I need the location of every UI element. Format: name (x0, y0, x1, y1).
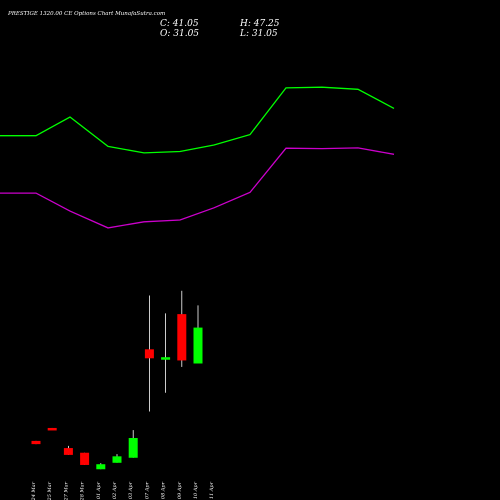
candle-body (47, 427, 57, 431)
candle-07-apr (144, 295, 154, 412)
x-tick-label: 02 Apr (112, 481, 118, 499)
chart-title: PRESTIGE 1320.00 CE Options Chart Munafa… (8, 11, 166, 17)
candle-body (96, 464, 106, 470)
candle-01-apr (96, 463, 106, 470)
candle-10-apr (193, 305, 203, 364)
lower-band-line (0, 147, 395, 229)
x-tick-label: 08 Apr (161, 481, 167, 499)
candle-body (193, 327, 203, 364)
x-tick-label: 25 Mar (47, 481, 53, 500)
x-tick-label: 28 Mar (80, 481, 86, 500)
x-tick-label: 11 Apr (209, 481, 215, 499)
x-tick-label: 10 Apr (193, 481, 199, 499)
low-value: L: 31.05 (240, 29, 278, 39)
x-tick-label: 09 Apr (177, 481, 183, 499)
bands-layer (0, 86, 395, 229)
high-value: H: 47.25 (240, 19, 280, 29)
candle-body (161, 357, 171, 360)
candle-body (128, 438, 138, 458)
candle-body (112, 456, 122, 463)
upper-band-line (0, 86, 395, 154)
candle-02-apr (112, 454, 122, 463)
candle-body (177, 314, 187, 361)
open-value: O: 31.05 (160, 29, 200, 39)
candle-27-mar (63, 445, 73, 455)
x-tick-label: 07 Apr (144, 481, 150, 499)
x-tick-label: 01 Apr (96, 481, 102, 499)
candle-28-mar (80, 452, 90, 465)
candle-body (80, 452, 90, 465)
candle-body (31, 440, 41, 445)
x-tick-label: 03 Apr (128, 481, 134, 499)
candle-25-mar (47, 427, 57, 431)
x-axis-labels: 24 Mar 25 Mar 27 Mar 28 Mar 01 Apr 02 Apr 03 A… (31, 481, 215, 500)
candle-body (63, 448, 73, 455)
candle-03-apr (128, 430, 138, 458)
candle-24-mar (31, 440, 41, 445)
x-tick-label: 27 Mar (63, 481, 69, 500)
candle-body (144, 349, 154, 359)
candle-09-apr (177, 290, 187, 367)
close-value: C: 41.05 (160, 19, 199, 29)
x-tick-label: 24 Mar (31, 481, 37, 500)
candle-08-apr (161, 313, 171, 393)
candles-layer (31, 290, 203, 470)
